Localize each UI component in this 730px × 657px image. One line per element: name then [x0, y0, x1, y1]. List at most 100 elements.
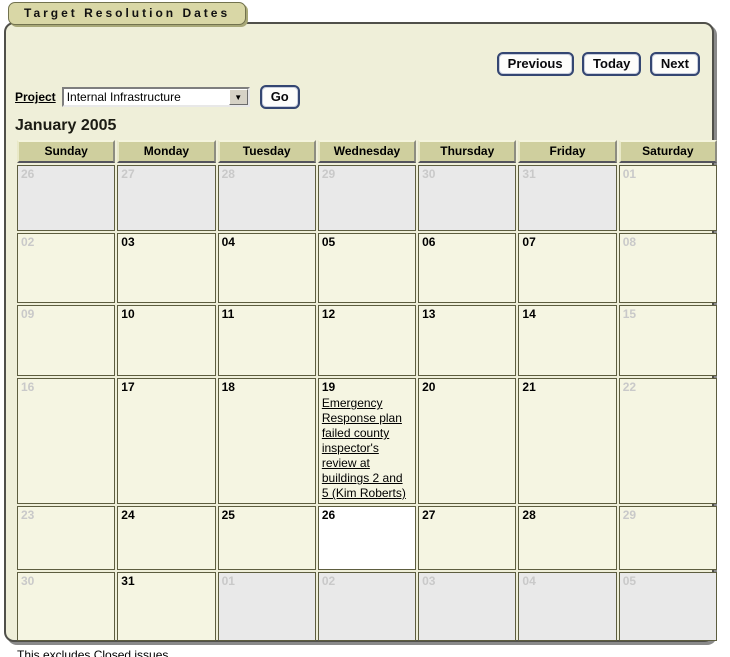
day-header: Sunday [17, 140, 116, 163]
day-number: 29 [622, 508, 637, 522]
calendar-day-cell: 02 [317, 572, 417, 641]
calendar-day-cell: 09 [17, 305, 116, 376]
calendar-day-cell: 28 [217, 165, 316, 231]
day-number: 03 [422, 574, 436, 588]
project-select-value: Internal Infrastructure [66, 90, 181, 104]
calendar-day-cell: 24 [117, 506, 216, 570]
calendar-day-cell: 03 [117, 233, 216, 303]
calendar-day-cell: 29 [317, 165, 417, 231]
calendar-day-cell: 15 [618, 305, 717, 376]
calendar-day-cell: 06 [418, 233, 517, 303]
day-header: Friday [518, 140, 617, 163]
day-number: 08 [622, 235, 637, 249]
calendar-day-cell: 11 [217, 305, 316, 376]
day-header-row: Sunday Monday Tuesday Wednesday Thursday Frid… [17, 140, 717, 163]
day-number: 20 [422, 380, 436, 394]
calendar-day-cell: 28 [518, 506, 617, 570]
day-number: 18 [221, 380, 235, 394]
calendar-week-row: 26 27 28 29 30 31 01 [17, 165, 717, 231]
project-filter-row: Project Internal Infrastructure ▼ Go [15, 85, 704, 109]
calendar-day-cell: 03 [418, 572, 517, 641]
day-number: 21 [522, 380, 536, 394]
calendar-day-cell: 20 [418, 378, 517, 504]
calendar-day-cell: 01 [217, 572, 316, 641]
calendar-body: 26 27 28 29 30 31 01 02 03 04 05 06 07 08 09 10 11 12 13 14… [17, 165, 717, 641]
day-number: 11 [221, 307, 235, 321]
month-title: January 2005 [15, 117, 117, 134]
calendar-day-cell: 01 [618, 165, 717, 231]
day-number: 14 [522, 307, 536, 321]
calendar-day-cell: 04 [518, 572, 617, 641]
project-select[interactable]: Internal Infrastructure ▼ [61, 87, 250, 107]
day-number: 16 [21, 380, 35, 394]
day-header: Saturday [618, 140, 717, 163]
go-button[interactable]: Go [259, 85, 300, 109]
day-number: 02 [21, 235, 35, 249]
calendar-day-cell: 14 [518, 305, 617, 376]
calendar-day-cell: 21 [518, 378, 617, 504]
calendar-day-cell: 26 [17, 165, 116, 231]
calendar-day-cell: 25 [217, 506, 316, 570]
day-number: 03 [121, 235, 135, 249]
calendar-day-cell: 04 [217, 233, 316, 303]
day-header: Thursday [418, 140, 517, 163]
chevron-down-icon[interactable]: ▼ [228, 89, 248, 105]
calendar-day-cell: 05 [317, 233, 417, 303]
day-number: 24 [121, 508, 135, 522]
project-label-link[interactable]: Project [15, 90, 56, 104]
calendar-day-cell: 26 [317, 506, 417, 570]
today-button[interactable]: Today [582, 52, 642, 76]
next-button[interactable]: Next [649, 52, 700, 76]
calendar-day-cell: 18 [217, 378, 316, 504]
day-number: 27 [121, 167, 135, 181]
calendar-week-row: 02 03 04 05 06 07 08 [17, 233, 717, 303]
day-number: 17 [121, 380, 135, 394]
calendar-day-cell: 02 [17, 233, 116, 303]
calendar-day-cell: 08 [618, 233, 717, 303]
day-number: 15 [622, 307, 637, 321]
calendar-day-cell: 27 [117, 165, 216, 231]
calendar-table: Sunday Monday Tuesday Wednesday Thursday Frid… [15, 138, 719, 643]
day-number: 09 [21, 307, 35, 321]
event-link[interactable]: Emergency Response plan failed county in… [321, 396, 406, 500]
calendar-week-row: 30 31 01 02 03 04 05 [17, 572, 717, 641]
day-number: 10 [121, 307, 135, 321]
page-title-tab: Target Resolution Dates [8, 2, 247, 25]
day-number: 30 [422, 167, 436, 181]
calendar-day-cell: 27 [418, 506, 517, 570]
calendar-day-cell: 29 [618, 506, 717, 570]
calendar-week-row: 23 24 25 26 27 28 29 [17, 506, 717, 570]
day-number: 13 [422, 307, 436, 321]
calendar-nav-toolbar: Previous Today Next [15, 30, 704, 76]
day-number: 28 [522, 508, 536, 522]
day-number: 01 [221, 574, 235, 588]
calendar-week-row: 09 10 11 12 13 14 15 [17, 305, 717, 376]
day-number: 29 [321, 167, 336, 181]
day-number: 26 [21, 167, 35, 181]
calendar-day-cell: 22 [618, 378, 717, 504]
panel-inner: Previous Today Next Project Internal Inf… [6, 24, 717, 657]
day-number: 12 [321, 307, 336, 321]
day-number: 19 [321, 380, 336, 394]
calendar-day-cell: 30 [17, 572, 116, 641]
page-title: Target Resolution Dates [24, 6, 231, 20]
footer-note: This excludes Closed issues. [17, 648, 172, 657]
previous-button[interactable]: Previous [496, 52, 574, 76]
calendar-panel: Previous Today Next Project Internal Inf… [4, 22, 717, 657]
day-number: 07 [522, 235, 536, 249]
day-number: 30 [21, 574, 35, 588]
calendar-week-row: 16 17 18 19 Emergency Response plan failed c… [17, 378, 717, 504]
calendar-day-cell: 05 [618, 572, 717, 641]
day-number: 28 [221, 167, 235, 181]
day-number: 25 [221, 508, 235, 522]
calendar-day-cell: 13 [418, 305, 517, 376]
day-number: 05 [321, 235, 336, 249]
calendar-day-cell: 31 [518, 165, 617, 231]
calendar-day-cell: 19 Emergency Response plan failed county … [317, 378, 417, 504]
day-number: 31 [121, 574, 135, 588]
day-number: 01 [622, 167, 637, 181]
day-header: Monday [117, 140, 216, 163]
day-number: 02 [321, 574, 336, 588]
calendar-day-cell: 23 [17, 506, 116, 570]
